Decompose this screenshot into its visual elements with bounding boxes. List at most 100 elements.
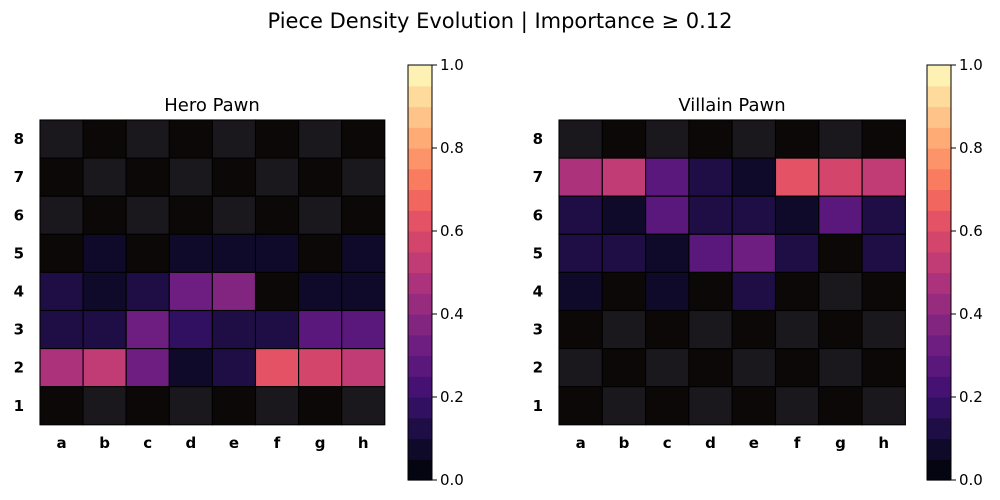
- panel-title: Villain Pawn: [678, 95, 785, 116]
- heatmap-cell-c3: [645, 309, 690, 350]
- colorbar-band: [408, 314, 432, 336]
- heatmap-cell-f2: [254, 348, 300, 388]
- colorbar-band: [408, 148, 432, 170]
- heatmap-cell-d8: [168, 119, 213, 159]
- heatmap-cell-d5: [688, 233, 733, 273]
- heatmap-cell-d8: [688, 119, 733, 159]
- colorbar-band: [927, 148, 951, 170]
- colorbar-band: [927, 355, 951, 377]
- heatmap-cell-c2: [125, 348, 170, 388]
- heatmap-cells: [39, 119, 386, 426]
- heatmap-cell-d6: [168, 195, 213, 235]
- colorbar-band: [927, 293, 951, 315]
- heatmap-cell-e3: [731, 309, 777, 350]
- colorbar-band: [927, 65, 951, 87]
- colorbar-band: [927, 189, 951, 211]
- heatmap-cell-d2: [688, 348, 733, 388]
- heatmap-cell-g4: [298, 271, 343, 312]
- column-tick-labels: a b c d e f g h: [56, 434, 368, 452]
- column-label-e: e: [229, 434, 239, 452]
- colorbar-tick-label: 0.8: [959, 139, 983, 157]
- colorbar-band: [408, 459, 432, 481]
- heatmap-cell-h1: [341, 386, 386, 426]
- heatmap-cell-h3: [341, 309, 386, 350]
- column-label-f: f: [794, 434, 801, 452]
- heatmap-cell-a4: [558, 271, 603, 312]
- heatmap-cell-e6: [211, 195, 257, 235]
- colorbar-band: [408, 189, 432, 211]
- column-label-b: b: [619, 434, 630, 452]
- heatmap-cell-c4: [645, 271, 690, 312]
- heatmap-cell-f6: [774, 195, 820, 235]
- heatmap-cell-c8: [645, 119, 690, 159]
- heatmap-cell-d4: [168, 271, 213, 312]
- figure-title: Piece Density Evolution | Importance ≥ 0…: [268, 9, 733, 34]
- heatmap-cell-b5: [601, 233, 647, 273]
- colorbar-band: [408, 272, 432, 294]
- heatmap-cell-e7: [211, 157, 257, 197]
- heatmap-cell-e6: [731, 195, 777, 235]
- heatmap-cell-g2: [298, 348, 343, 388]
- colorbar-band: [408, 85, 432, 108]
- heatmap-cell-d7: [168, 157, 213, 197]
- colorbar-ticks: 0.0 0.2 0.4 0.6 0.8 1.0: [951, 56, 983, 489]
- colorbar-band: [408, 65, 432, 87]
- colorbar-bands: [408, 65, 432, 481]
- heatmap-cell-c7: [645, 157, 690, 197]
- colorbar-bands: [927, 65, 951, 481]
- heatmap-cell-e7: [731, 157, 777, 197]
- heatmap-cell-f2: [774, 348, 820, 388]
- heatmap-cell-a3: [558, 309, 603, 350]
- row-label-8: 8: [14, 130, 24, 148]
- row-label-8: 8: [533, 130, 543, 148]
- row-label-4: 4: [14, 282, 24, 300]
- heatmap-cell-c8: [125, 119, 170, 159]
- colorbar-tick-label: 0.6: [440, 222, 464, 240]
- row-label-4: 4: [533, 282, 543, 300]
- heatmap-cell-b2: [82, 348, 127, 388]
- heatmap-cell-g5: [298, 233, 343, 273]
- colorbar-band: [927, 417, 951, 440]
- colorbar-band: [927, 314, 951, 336]
- colorbar-tick-label: 1.0: [959, 56, 983, 74]
- colorbar-villain-pawn: 0.0 0.2 0.4 0.6 0.8 1.0: [926, 56, 983, 489]
- heatmap-cell-g7: [818, 157, 863, 197]
- heatmap-cell-b1: [82, 386, 127, 426]
- colorbar-band: [408, 293, 432, 315]
- heatmap-cell-c7: [125, 157, 170, 197]
- heatmap-cell-e5: [211, 233, 257, 273]
- heatmap-panel-villain-pawn: Villain Pawn 8 7 6 5 4 3 2 1 a b c d e f g h: [533, 95, 906, 452]
- colorbar-band: [927, 459, 951, 481]
- column-label-b: b: [99, 434, 110, 452]
- heatmap-cell-f8: [774, 119, 820, 159]
- heatmap-cell-h6: [861, 195, 906, 235]
- heatmap-cell-b3: [82, 309, 127, 350]
- heatmap-cell-g5: [818, 233, 863, 273]
- heatmap-cell-d1: [688, 386, 733, 426]
- heatmap-cell-g1: [298, 386, 343, 426]
- heatmap-cell-d4: [688, 271, 733, 312]
- heatmap-cell-f5: [254, 233, 300, 273]
- colorbar-band: [408, 168, 432, 191]
- heatmap-cell-e8: [211, 119, 257, 159]
- colorbar-band: [408, 106, 432, 128]
- row-label-5: 5: [533, 244, 543, 262]
- heatmap-cell-g4: [818, 271, 863, 312]
- row-label-3: 3: [14, 321, 24, 339]
- column-tick-labels: a b c d e f g h: [576, 434, 890, 452]
- colorbar-band: [408, 355, 432, 377]
- heatmap-cell-f4: [254, 271, 300, 312]
- heatmap-cell-c6: [645, 195, 690, 235]
- heatmap-cell-d2: [168, 348, 213, 388]
- row-label-3: 3: [533, 321, 543, 339]
- column-label-a: a: [576, 434, 586, 452]
- row-label-7: 7: [533, 168, 543, 186]
- row-tick-labels: 8 7 6 5 4 3 2 1: [533, 130, 543, 415]
- colorbar-band: [927, 231, 951, 253]
- heatmap-cell-c4: [125, 271, 170, 312]
- colorbar-tick-label: 1.0: [440, 56, 464, 74]
- heatmap-cell-f5: [774, 233, 820, 273]
- heatmap-cell-e2: [731, 348, 777, 388]
- colorbar-band: [408, 231, 432, 253]
- heatmap-cell-f6: [254, 195, 300, 235]
